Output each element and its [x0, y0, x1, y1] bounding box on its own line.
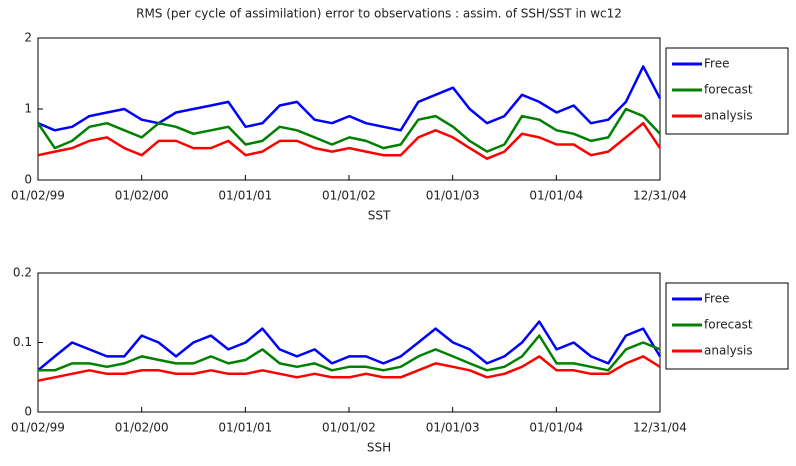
x-tick-label: 01/01/02 [322, 189, 376, 203]
y-tick-label: 2 [24, 31, 32, 45]
y-tick-label: 0 [24, 173, 32, 187]
y-tick-label: 0 [24, 405, 32, 419]
series-line [37, 121, 662, 160]
legend-label: analysis [704, 344, 753, 358]
legend-label: analysis [704, 109, 753, 123]
chart-title: RMS (per cycle of assimilation) error to… [136, 7, 622, 21]
x-axis-label: SST [368, 209, 391, 223]
y-tick-label: 0.2 [13, 266, 32, 280]
legend-label: forecast [704, 318, 753, 332]
series-line [38, 334, 661, 372]
legend-label: Free [704, 57, 729, 71]
series-line [37, 355, 661, 382]
x-tick-label: 01/02/99 [11, 421, 65, 435]
x-tick-label: 01/02/00 [115, 189, 169, 203]
legend-label: forecast [704, 83, 753, 97]
x-tick-label: 01/01/01 [218, 421, 272, 435]
plot-area [37, 272, 661, 413]
x-tick-label: 12/31/04 [633, 421, 687, 435]
x-tick-label: 01/01/04 [529, 421, 583, 435]
x-tick-label: 01/01/03 [426, 421, 480, 435]
x-tick-label: 01/01/01 [218, 189, 272, 203]
x-tick-label: 01/01/03 [426, 189, 480, 203]
x-tick-label: 01/02/00 [115, 421, 169, 435]
x-tick-label: 01/01/02 [322, 421, 376, 435]
y-tick-label: 0.1 [13, 335, 32, 349]
legend-label: Free [704, 292, 729, 306]
series-line [36, 107, 661, 153]
x-tick-label: 12/31/04 [633, 189, 687, 203]
x-tick-label: 01/02/99 [11, 189, 65, 203]
x-tick-label: 01/01/04 [529, 189, 583, 203]
y-tick-label: 1 [24, 102, 32, 116]
series-line [37, 65, 662, 132]
x-axis-label: SSH [367, 441, 391, 455]
series-line [37, 320, 662, 372]
